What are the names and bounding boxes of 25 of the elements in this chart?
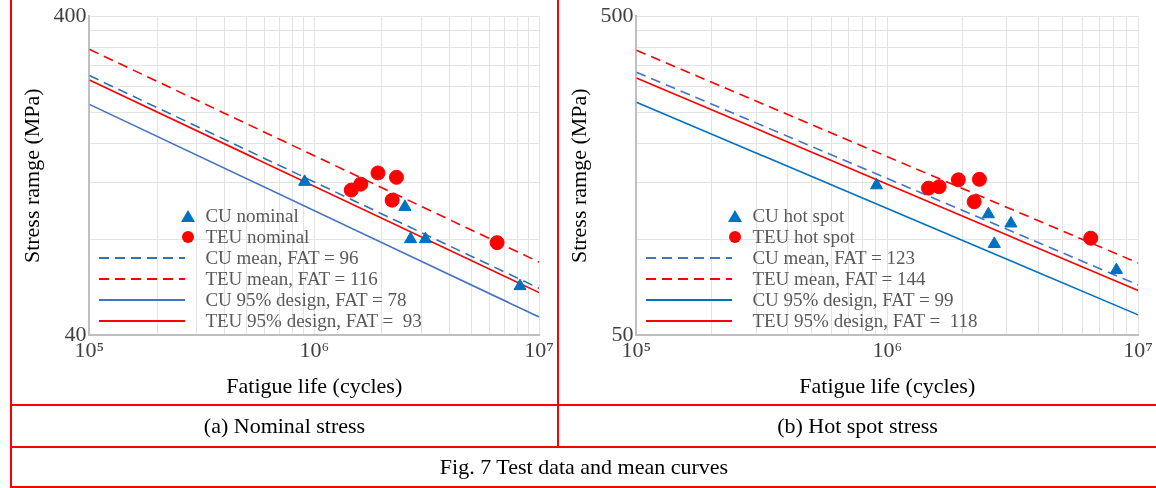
y-axis-title: Stress ramge (MPa) xyxy=(565,88,591,264)
y-tick-label: 400 xyxy=(53,1,87,27)
text: (a) Nominal stress xyxy=(12,404,557,448)
y-tick-label: 500 xyxy=(600,1,634,27)
legend-label: TEU 95% design, FAT = 118 xyxy=(752,310,978,332)
x-axis-title: Fatigue life (cycles) xyxy=(226,372,403,398)
legend-label: CU mean, FAT = 123 xyxy=(752,247,915,269)
text: (b) Hot spot stress xyxy=(559,404,1156,448)
legend-label: TEU 95% design, FAT = 93 xyxy=(205,310,422,332)
legend-label: CU 95% design, FAT = 78 xyxy=(205,289,407,311)
y-axis-title: Stress ramge (MPa) xyxy=(18,88,44,264)
legend-label: CU 95% design, FAT = 99 xyxy=(752,289,954,311)
legend-label: TEU nominal xyxy=(205,226,310,248)
x-tick-label: 10⁶ xyxy=(299,337,330,363)
legend-label: CU nominal xyxy=(205,205,299,227)
legend-label: TEU hot spot xyxy=(752,226,855,248)
legend-label: TEU mean, FAT = 144 xyxy=(752,268,926,290)
legend-label: TEU mean, FAT = 116 xyxy=(205,268,378,290)
legend-label: CU hot spot xyxy=(752,205,845,227)
x-tick-label: 10⁶ xyxy=(872,337,903,363)
x-tick-label: 10⁷ xyxy=(524,337,554,363)
x-tick-label: 10⁷ xyxy=(1123,337,1153,363)
caption: Fig. 7 Test data and mean curves xyxy=(438,453,730,481)
legend-label: CU mean, FAT = 96 xyxy=(205,247,359,269)
x-axis-title: Fatigue life (cycles) xyxy=(799,372,976,398)
